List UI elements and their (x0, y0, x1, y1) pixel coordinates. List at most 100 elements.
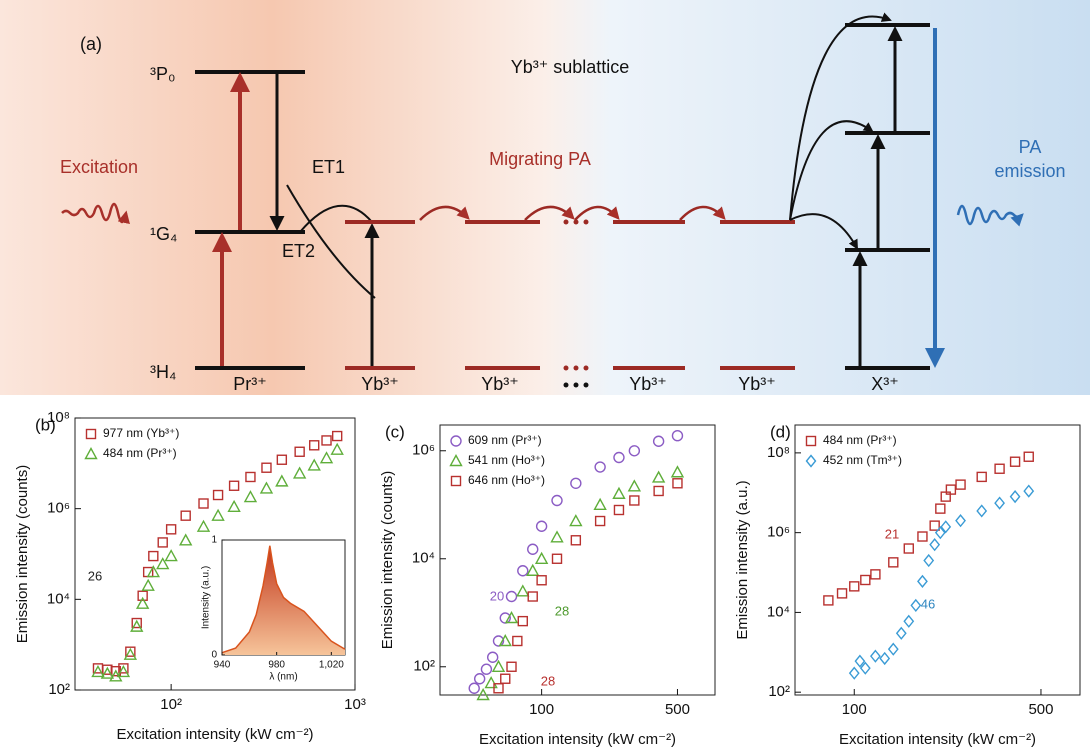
ellipsis (563, 382, 589, 388)
marker (468, 682, 480, 694)
marker (243, 490, 258, 503)
marker (504, 611, 519, 624)
slope-annotation: 21 (885, 526, 899, 541)
ion-label: Yb³⁺ (629, 374, 667, 394)
marker (823, 595, 834, 606)
level-label: ³P₀ (150, 64, 175, 84)
marker (888, 557, 899, 568)
panel-label: (c) (385, 422, 405, 441)
legend-marker (449, 454, 463, 467)
marker (860, 574, 871, 586)
marker (879, 651, 891, 666)
marker (307, 458, 321, 471)
marker (486, 651, 499, 663)
marker (535, 520, 548, 532)
marker (923, 553, 935, 568)
diagram: (a) ³P₀ ¹G₄ ³H₄ Excitation ET1 ET2 (0, 0, 1090, 395)
y-tick-label: 10⁶ (412, 442, 435, 459)
marker (570, 535, 582, 546)
ion-label: X³⁺ (871, 374, 899, 394)
marker (903, 543, 914, 554)
marker (848, 666, 860, 680)
marker (330, 442, 344, 455)
y-tick-label: 10⁴ (767, 603, 790, 620)
x-tick-label: 10² (160, 696, 182, 713)
marker (670, 465, 685, 478)
marker (131, 617, 142, 629)
marker (870, 649, 881, 663)
marker (292, 466, 307, 479)
marker (612, 486, 626, 499)
y-tick-label: 0 (211, 650, 217, 661)
slope-annotation: 28 (555, 603, 569, 618)
marker (517, 565, 529, 577)
et1-label: ET1 (312, 157, 345, 177)
ion-label: Pr³⁺ (233, 374, 267, 394)
marker (594, 515, 606, 527)
marker (653, 485, 664, 497)
excitation-wave (61, 202, 130, 225)
x-tick-label: 100 (842, 701, 867, 718)
marker (100, 666, 115, 679)
marker (491, 659, 506, 672)
marker (627, 479, 642, 492)
legend-label: 541 nm (Ho³⁺) (468, 453, 545, 467)
x-tick-label: 500 (665, 701, 690, 718)
y-axis-label: Emission intensity (counts) (379, 471, 396, 649)
x-axis-label: Excitation intensity (kW cm⁻²) (116, 726, 313, 743)
legend-label: 484 nm (Pr³⁺) (103, 446, 177, 460)
marker (211, 508, 225, 521)
marker (319, 451, 334, 464)
x-tick-label: 100 (529, 701, 554, 718)
marker (569, 514, 583, 527)
y-tick-label: 10⁶ (47, 500, 70, 517)
marker (994, 463, 1005, 474)
marker (212, 489, 224, 501)
marker (652, 435, 665, 447)
transfer-arrows (789, 12, 892, 250)
marker (910, 598, 922, 612)
marker (516, 584, 530, 597)
area-line (221, 545, 346, 654)
marker (512, 635, 523, 647)
y-axis-label: Emission intensity (counts) (14, 465, 31, 643)
marker (651, 470, 666, 483)
plot-frame (74, 417, 356, 691)
marker (570, 477, 582, 489)
marker (146, 565, 161, 578)
marker (613, 451, 625, 464)
legend-marker (450, 435, 462, 447)
x-axis-label: Excitation intensity (kW cm⁻²) (839, 731, 1036, 748)
marker (854, 654, 866, 668)
level-label: ¹G₄ (150, 224, 177, 244)
marker (498, 634, 512, 647)
marker (484, 676, 498, 689)
marker (934, 526, 946, 540)
marker (935, 503, 946, 514)
marker (179, 533, 193, 546)
marker (141, 578, 155, 591)
et2-label: ET2 (282, 241, 315, 261)
y-tick-label: 10⁶ (767, 524, 790, 541)
marker (125, 646, 136, 657)
marker (895, 626, 907, 640)
marker (672, 478, 683, 489)
marker (156, 557, 170, 570)
y-tick-label: 10² (48, 681, 70, 698)
marker (955, 479, 966, 490)
marker (527, 543, 539, 555)
marker (551, 553, 563, 564)
y-tick-label: 10⁴ (412, 550, 435, 567)
panel-label: (b) (35, 415, 56, 434)
marker (917, 574, 928, 588)
marker (492, 635, 505, 647)
emission-label: emission (994, 161, 1065, 181)
marker (594, 461, 606, 473)
marker (929, 538, 941, 552)
slope-annotation: 28 (541, 673, 555, 688)
marker (994, 496, 1005, 510)
y-tick-label: 10⁴ (47, 590, 70, 607)
panel-label: (a) (80, 34, 102, 54)
